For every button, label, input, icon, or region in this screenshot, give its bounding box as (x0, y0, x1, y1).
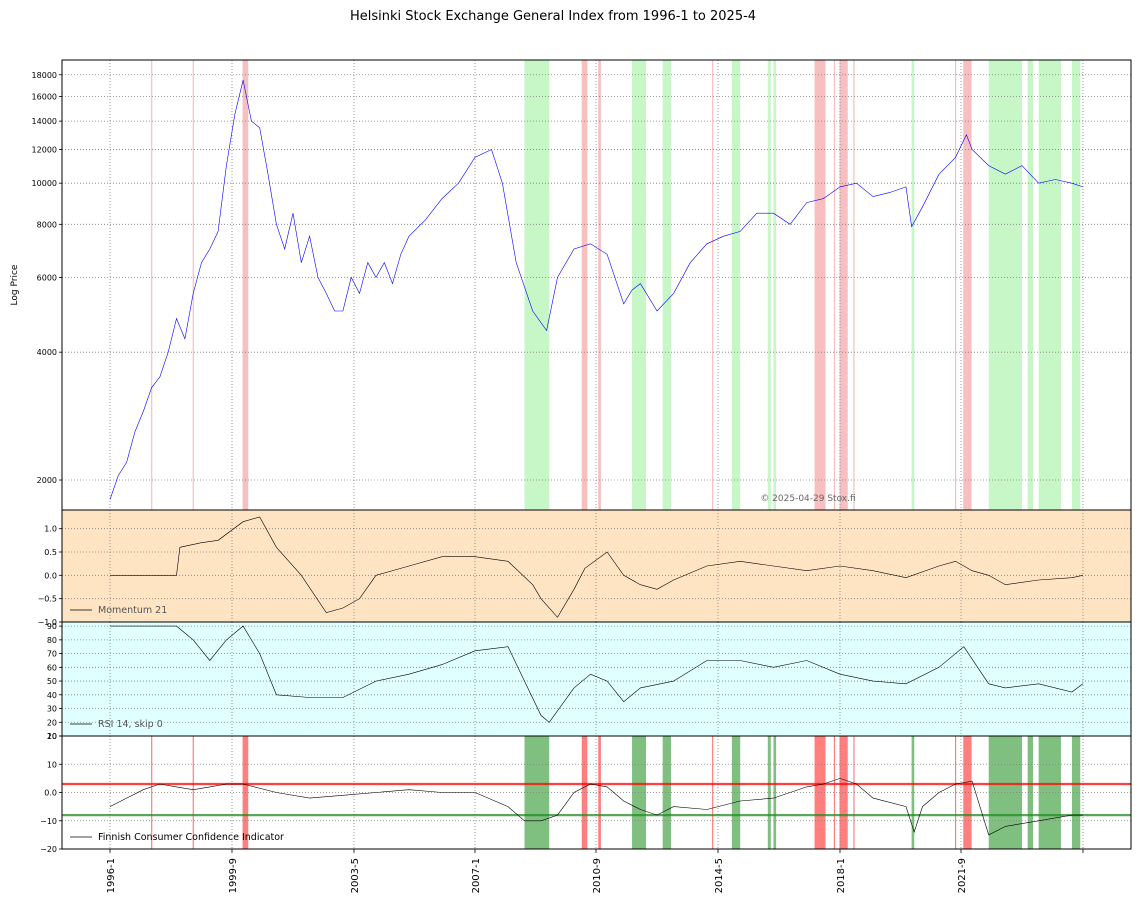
price-green-zone (767, 60, 771, 510)
chart-title: Helsinki Stock Exchange General Index fr… (350, 9, 756, 24)
rsi-ytick-label: 90 (47, 622, 57, 631)
confidence-red-zone (839, 736, 848, 849)
rsi-ytick-label: 30 (47, 705, 57, 714)
confidence-legend-label: Finnish Consumer Confidence Indicator (98, 832, 284, 843)
xtick-label: 2003-5 (350, 858, 361, 893)
price-green-zone (1027, 60, 1033, 510)
xtick-label: 2010-9 (592, 858, 603, 893)
momentum-ytick-label: 0.5 (44, 548, 57, 557)
confidence-green-zone (632, 736, 647, 849)
confidence-green-zone (662, 736, 671, 849)
confidence-green-zone (773, 736, 777, 849)
confidence-green-zone (1027, 736, 1033, 849)
rsi-ytick-label: 70 (47, 650, 57, 659)
confidence-ytick-label: −10 (40, 817, 57, 826)
confidence-green-zone (767, 736, 771, 849)
xtick-label: 2021-9 (957, 858, 968, 893)
price-red-zone (853, 60, 855, 510)
rsi-ytick-label: 60 (47, 663, 57, 672)
confidence-ytick-label: 20 (47, 732, 57, 741)
confidence-red-zone (192, 736, 194, 849)
price-green-zone (911, 60, 915, 510)
rsi-legend-label: RSI 14, skip 0 (98, 719, 163, 730)
price-red-zone (192, 60, 194, 510)
confidence-red-zone (954, 736, 957, 849)
confidence-series-line (109, 778, 1083, 836)
price-ytick-label: 14000 (32, 117, 57, 126)
price-green-zone (1038, 60, 1061, 510)
xtick-label: 2018-1 (836, 858, 847, 893)
watermark: © 2025-04-29 Stox.fi (760, 494, 855, 504)
confidence-red-zone (151, 736, 153, 849)
momentum-ytick-label: 1.0 (44, 525, 57, 534)
price-ytick-label: 18000 (32, 71, 57, 80)
rsi-series-line (110, 625, 1084, 723)
confidence-ytick-label: 0.0 (44, 789, 57, 798)
price-series-line (109, 79, 1083, 500)
price-red-zone (833, 60, 836, 510)
confidence-red-zone (963, 736, 972, 849)
price-red-zone (814, 60, 826, 510)
price-green-zone (1071, 60, 1081, 510)
confidence-green-zone (911, 736, 915, 849)
rsi-background (62, 622, 1131, 736)
price-ytick-label: 12000 (32, 146, 57, 155)
confidence-ytick-label: 10 (47, 760, 57, 769)
confidence-green-zone (731, 736, 741, 849)
price-ytick-label: 16000 (32, 92, 57, 101)
xtick-label: 2014-5 (714, 858, 725, 893)
momentum-background (62, 510, 1131, 622)
momentum-ytick-label: 0.0 (44, 571, 57, 580)
price-red-zone (242, 60, 249, 510)
momentum-legend-label: Momentum 21 (98, 605, 167, 616)
rsi-ytick-label: 10 (47, 732, 57, 741)
price-ylabel: Log Price (10, 264, 20, 305)
price-ytick-label: 4000 (37, 348, 57, 357)
price-ytick-label: 10000 (32, 179, 57, 188)
price-red-zone (581, 60, 588, 510)
price-ytick-label: 6000 (37, 273, 57, 282)
rsi-ytick-label: 80 (47, 636, 57, 645)
confidence-red-zone (814, 736, 826, 849)
price-red-zone (954, 60, 957, 510)
price-ytick-label: 2000 (37, 476, 57, 485)
price-green-zone (731, 60, 741, 510)
price-red-zone (151, 60, 153, 510)
price-ytick-label: 8000 (37, 220, 57, 229)
price-red-zone (712, 60, 714, 510)
rsi-ytick-label: 40 (47, 691, 57, 700)
price-green-zone (773, 60, 777, 510)
momentum-ytick-label: −0.5 (38, 595, 57, 604)
rsi-ytick-label: 50 (47, 677, 57, 686)
confidence-red-zone (833, 736, 836, 849)
xtick-label: 1996-1 (106, 858, 117, 893)
price-green-zone (524, 60, 550, 510)
confidence-ytick-label: −20 (40, 845, 57, 854)
price-red-zone (963, 60, 972, 510)
price-red-zone (598, 60, 601, 510)
xtick-label: 2007-1 (471, 858, 482, 893)
xtick-label: 1999-9 (228, 858, 239, 893)
confidence-red-zone (853, 736, 855, 849)
rsi-ytick-label: 20 (47, 718, 57, 727)
price-green-zone (662, 60, 671, 510)
price-red-zone (839, 60, 848, 510)
momentum-series-line (110, 516, 1083, 618)
confidence-red-zone (712, 736, 714, 849)
price-green-zone (988, 60, 1022, 510)
momentum-ytick-label: −1.0 (38, 618, 57, 627)
